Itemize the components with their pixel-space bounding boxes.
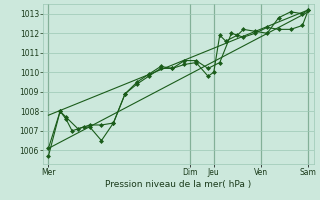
X-axis label: Pression niveau de la mer( hPa ): Pression niveau de la mer( hPa )	[105, 180, 252, 189]
